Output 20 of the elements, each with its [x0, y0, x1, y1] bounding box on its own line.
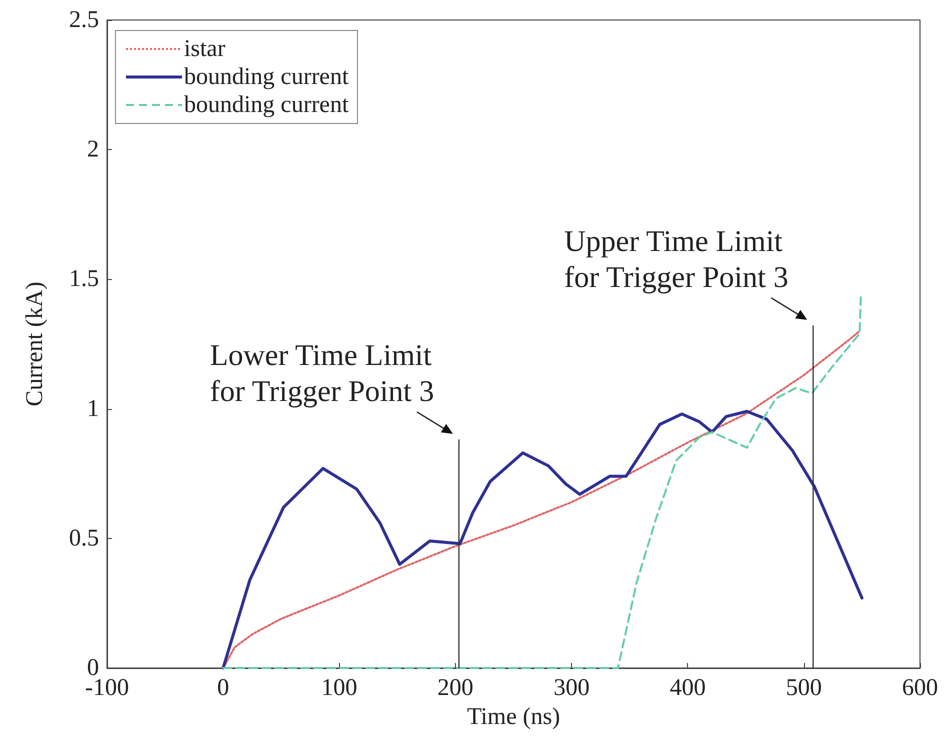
x-tick-label: 0	[217, 675, 230, 701]
y-tick-label: 0.5	[69, 525, 99, 552]
x-tick-label: 400	[670, 675, 706, 701]
x-tick-label: 200	[437, 675, 474, 701]
legend-label: istar	[184, 35, 226, 63]
y-tick-label: 2	[87, 136, 99, 163]
line-series	[222, 410, 864, 670]
x-tick-label: 100	[321, 675, 358, 701]
legend-label: bounding current	[184, 91, 349, 119]
x-axis-title: Time (ns)	[466, 704, 560, 730]
annotation: Upper Time Limit for Trigger Point 3	[564, 224, 788, 296]
y-tick-label: 2.5	[69, 7, 99, 33]
y-tick-label: 1	[87, 396, 99, 422]
y-axis-title: Current (kA)	[22, 282, 48, 406]
y-tick-label: 1.5	[69, 266, 99, 292]
annotation: Lower Time Limit for Trigger Point 3	[210, 338, 434, 410]
x-tick-label: 600	[902, 675, 938, 701]
x-tick-label: 500	[786, 675, 822, 701]
legend-label: bounding current	[184, 63, 349, 91]
x-tick-label: 300	[554, 675, 590, 701]
